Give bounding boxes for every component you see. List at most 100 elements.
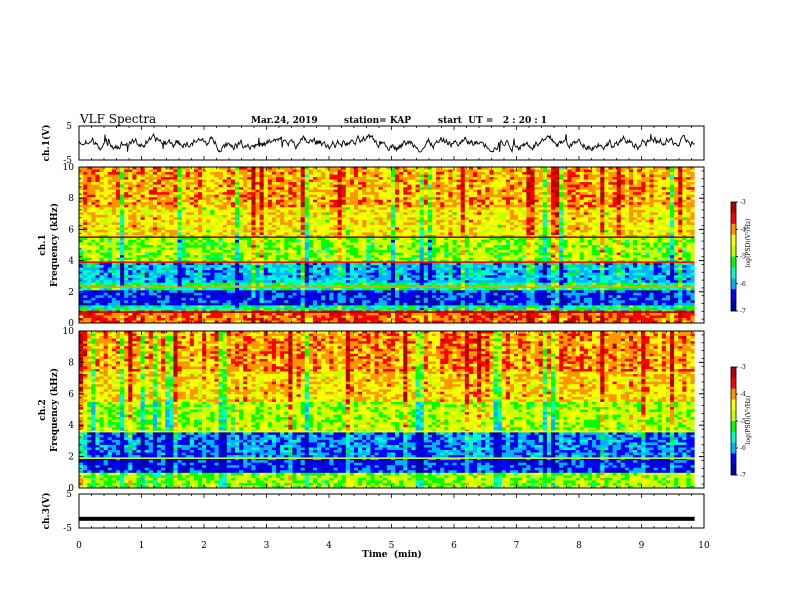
spectrogram-cell [308,194,314,198]
spectrogram-cell [83,169,88,173]
spectrogram-cell [407,245,412,248]
spectrogram-cell [452,207,457,211]
spectrogram-cell [173,227,178,231]
spectrogram-cell [645,184,650,188]
spectrogram-cell [152,237,158,241]
spectrogram-cell [284,237,289,241]
spectrogram-cell [464,245,470,248]
spectrogram-cell [579,197,585,201]
spectrogram-cell [608,199,613,203]
spectrogram-cell [349,174,355,178]
spectrogram-cell [148,174,154,178]
spectrogram-cell [661,194,667,198]
spectrogram-cell [538,209,544,213]
spectrogram-cell [546,224,552,228]
spectrogram-cell [161,184,166,188]
spectrogram-cell [284,202,289,206]
spectrogram-cell [587,237,593,241]
spectrogram-cell [604,194,609,198]
spectrogram-cell [604,197,609,201]
spectrogram-cell [362,179,367,183]
spectrogram-cell [173,187,178,191]
spectrogram-cell [522,212,527,216]
spectrogram-cell [239,177,244,180]
spectrogram-cell [555,189,560,193]
spectrogram-cell [128,167,133,170]
spectrogram-cell [193,227,199,231]
spectrogram-cell [633,187,638,191]
spectrogram-cell [542,174,548,178]
spectrogram-cell [456,242,462,246]
spectrogram-cell [263,224,269,228]
spectrogram-cell [140,242,146,246]
spectrogram-cell [341,182,347,186]
spectrogram-cell [653,222,659,226]
spectrogram-cell [477,187,482,191]
spectrogram-cell [423,207,429,211]
spectrogram-cell [395,202,400,206]
spectrogram-cell [427,222,433,226]
spectrogram-cell [637,169,642,173]
spectrogram-cell [587,247,593,251]
spectrogram-cell [505,222,511,226]
spectrogram-cell [661,239,667,243]
spectrogram-cell [493,167,499,170]
spectrogram-cell [128,239,133,243]
spectrogram-cell [563,202,568,206]
spectrogram-cell [604,177,609,180]
spectrogram-cell [678,239,683,243]
spectrogram-cell [440,222,445,226]
spectrogram-cell [440,174,445,178]
spectrogram-cell [497,245,503,248]
spectrogram-cell [161,194,166,198]
spectrogram-cell [645,204,650,208]
spectrogram-cell [337,179,343,183]
spectrogram-cell [460,177,466,180]
spectrogram-cell [460,204,466,208]
spectrogram-cell [456,227,462,231]
spectrogram-cell [341,199,347,203]
spectrogram-cell [390,189,396,193]
spectrogram-cell [300,227,306,231]
spectrogram-cell [538,169,544,173]
spectrogram-cell [103,169,109,173]
spectrogram-cell [468,174,474,178]
spectrogram-cell [308,232,314,236]
spectrogram-cell [304,247,310,251]
spectrogram-cell [526,222,531,226]
spectrogram-cell [407,247,412,251]
spectrogram-cell [550,167,556,170]
spectrogram-cell [530,242,535,246]
spectrogram-cell [641,219,646,223]
spectrogram-cell [202,239,207,243]
spectrogram-cell [444,169,449,173]
spectrogram-cell [612,182,618,186]
spectrogram-cell [333,219,338,223]
spectrogram-cell [173,184,178,188]
spectrogram-cell [99,202,105,206]
spectrogram-cell [485,229,490,233]
spectrogram-cell [653,239,659,243]
spectrogram-cell [670,237,675,241]
spectrogram-cell [670,247,675,251]
spectrogram-cell [386,174,392,178]
spectrogram-cell [292,229,297,233]
spectrogram-cell [661,177,667,180]
spectrogram-cell [403,184,408,188]
spectrogram-cell [464,232,470,236]
spectrogram-cell [284,229,289,233]
spectrogram-cell [247,250,252,253]
spectrogram-cell [111,222,117,226]
spectrogram-cell [509,202,515,206]
spectrogram-cell [419,247,425,251]
spectrogram-cell [349,197,355,201]
spectrogram-cell [193,179,199,183]
spectrogram-cell [222,250,228,253]
spectrogram-cell [542,214,548,218]
spectrogram-cell [99,219,105,223]
spectrogram-cell [198,217,203,221]
spectrogram-cell [390,242,396,246]
spectrogram-cell [161,232,166,236]
spectrogram-cell [276,182,281,186]
spectrogram-cell [386,197,392,201]
